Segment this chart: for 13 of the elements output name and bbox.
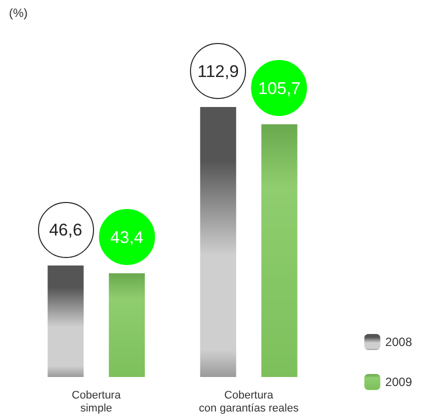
data-label: 43,4 [110,228,144,248]
data-label: 112,9 [198,62,239,81]
legend-label: 2008 [385,335,412,349]
data-label: 105,7 [258,79,301,98]
bar [261,124,298,377]
x-tick-label: Cobertura con garantías reales [198,390,300,414]
bar [108,273,145,377]
text: (%) [9,6,28,20]
bar [200,106,236,377]
x-tick-label: Cobertura simple [72,390,122,414]
data-label: 46,6 [49,220,82,240]
legend-label: 2009 [385,375,412,389]
bar [48,266,84,377]
